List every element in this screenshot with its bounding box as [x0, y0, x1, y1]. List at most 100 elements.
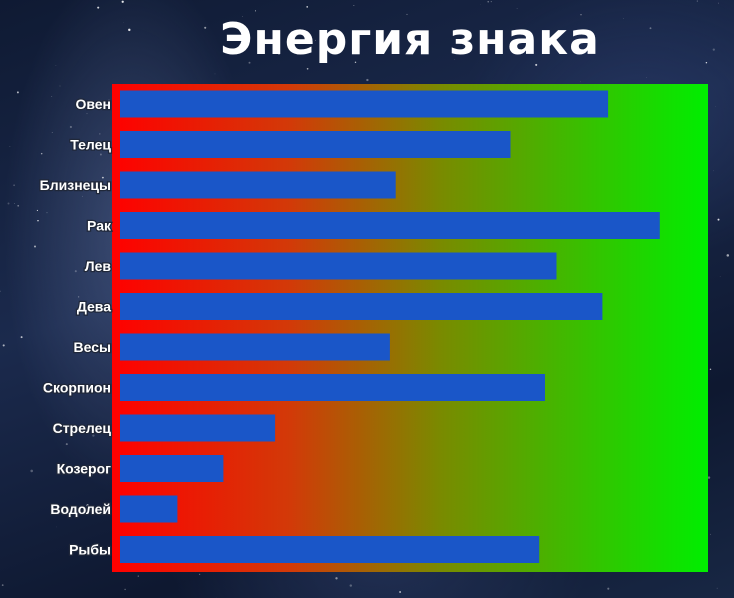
star — [99, 133, 101, 135]
star — [36, 209, 38, 211]
star — [97, 432, 100, 434]
star — [2, 344, 5, 347]
bar-1 — [120, 90, 609, 118]
bar-12 — [120, 536, 540, 563]
star — [580, 13, 582, 16]
star — [40, 152, 43, 155]
star — [204, 26, 207, 29]
star — [255, 10, 256, 12]
star — [487, 1, 489, 3]
star — [69, 125, 72, 129]
category-label: Лев — [85, 258, 112, 274]
star — [649, 27, 652, 30]
bar-6 — [120, 293, 603, 320]
star — [242, 16, 243, 17]
star — [82, 195, 84, 197]
category-label: Водолей — [50, 501, 111, 517]
star — [87, 264, 90, 267]
star — [646, 76, 647, 78]
star — [95, 107, 99, 110]
star — [128, 28, 131, 32]
bar-3 — [120, 171, 396, 199]
star — [101, 176, 104, 179]
star — [16, 91, 19, 94]
bar-10 — [120, 455, 224, 482]
star — [214, 73, 216, 75]
star — [87, 185, 89, 187]
star — [713, 170, 715, 172]
bar-8 — [120, 374, 545, 401]
category-label: Рыбы — [69, 542, 111, 558]
bar-7 — [120, 333, 390, 361]
bar-5 — [120, 252, 557, 280]
star — [7, 202, 10, 205]
category-label: Козерог — [57, 461, 112, 477]
star — [1, 584, 4, 586]
category-label: Рак — [87, 218, 112, 234]
star — [349, 584, 353, 587]
star — [278, 53, 280, 55]
bar-4 — [120, 212, 660, 239]
star — [99, 153, 102, 156]
star — [51, 96, 53, 97]
star — [86, 504, 89, 507]
star — [121, 0, 124, 3]
category-label: Скорпион — [43, 380, 111, 396]
star — [516, 8, 518, 10]
bar-2 — [120, 131, 511, 158]
star — [707, 476, 711, 479]
bar-11 — [120, 495, 178, 523]
star — [97, 6, 100, 9]
star — [14, 202, 15, 204]
star — [718, 2, 719, 4]
star — [306, 67, 309, 70]
star — [454, 59, 456, 60]
star — [13, 184, 15, 187]
star — [124, 588, 126, 591]
category-label: Весы — [74, 339, 111, 355]
star — [579, 81, 581, 83]
star — [399, 591, 401, 593]
star — [74, 270, 77, 273]
star — [37, 219, 39, 222]
star — [457, 50, 459, 53]
star — [481, 45, 484, 47]
star — [490, 1, 492, 3]
star — [34, 245, 36, 248]
plot-area — [112, 84, 708, 572]
star — [315, 39, 316, 41]
star — [9, 146, 11, 148]
star — [17, 204, 20, 207]
star — [705, 61, 708, 64]
star — [90, 473, 93, 476]
chart-title: Энергия знака — [220, 14, 600, 65]
category-label: Дева — [77, 299, 111, 315]
star — [123, 22, 125, 23]
category-label: Стрелец — [53, 420, 112, 436]
star — [354, 61, 357, 64]
star — [137, 575, 139, 577]
star — [710, 533, 712, 535]
star — [108, 99, 110, 101]
category-label: Овен — [75, 96, 111, 112]
star — [709, 368, 712, 371]
star — [366, 78, 369, 82]
star — [716, 587, 718, 589]
star — [406, 13, 408, 15]
star — [56, 526, 57, 528]
star — [726, 254, 730, 257]
star — [51, 132, 53, 133]
star — [198, 573, 201, 576]
star — [353, 5, 355, 6]
bar-9 — [120, 414, 276, 442]
category-label: Близнецы — [40, 177, 111, 193]
star — [77, 296, 80, 298]
star — [30, 469, 33, 473]
star — [535, 63, 538, 66]
category-label: Телец — [70, 137, 111, 153]
star — [321, 43, 325, 47]
star — [106, 346, 109, 349]
star — [696, 0, 698, 2]
star — [46, 212, 48, 214]
